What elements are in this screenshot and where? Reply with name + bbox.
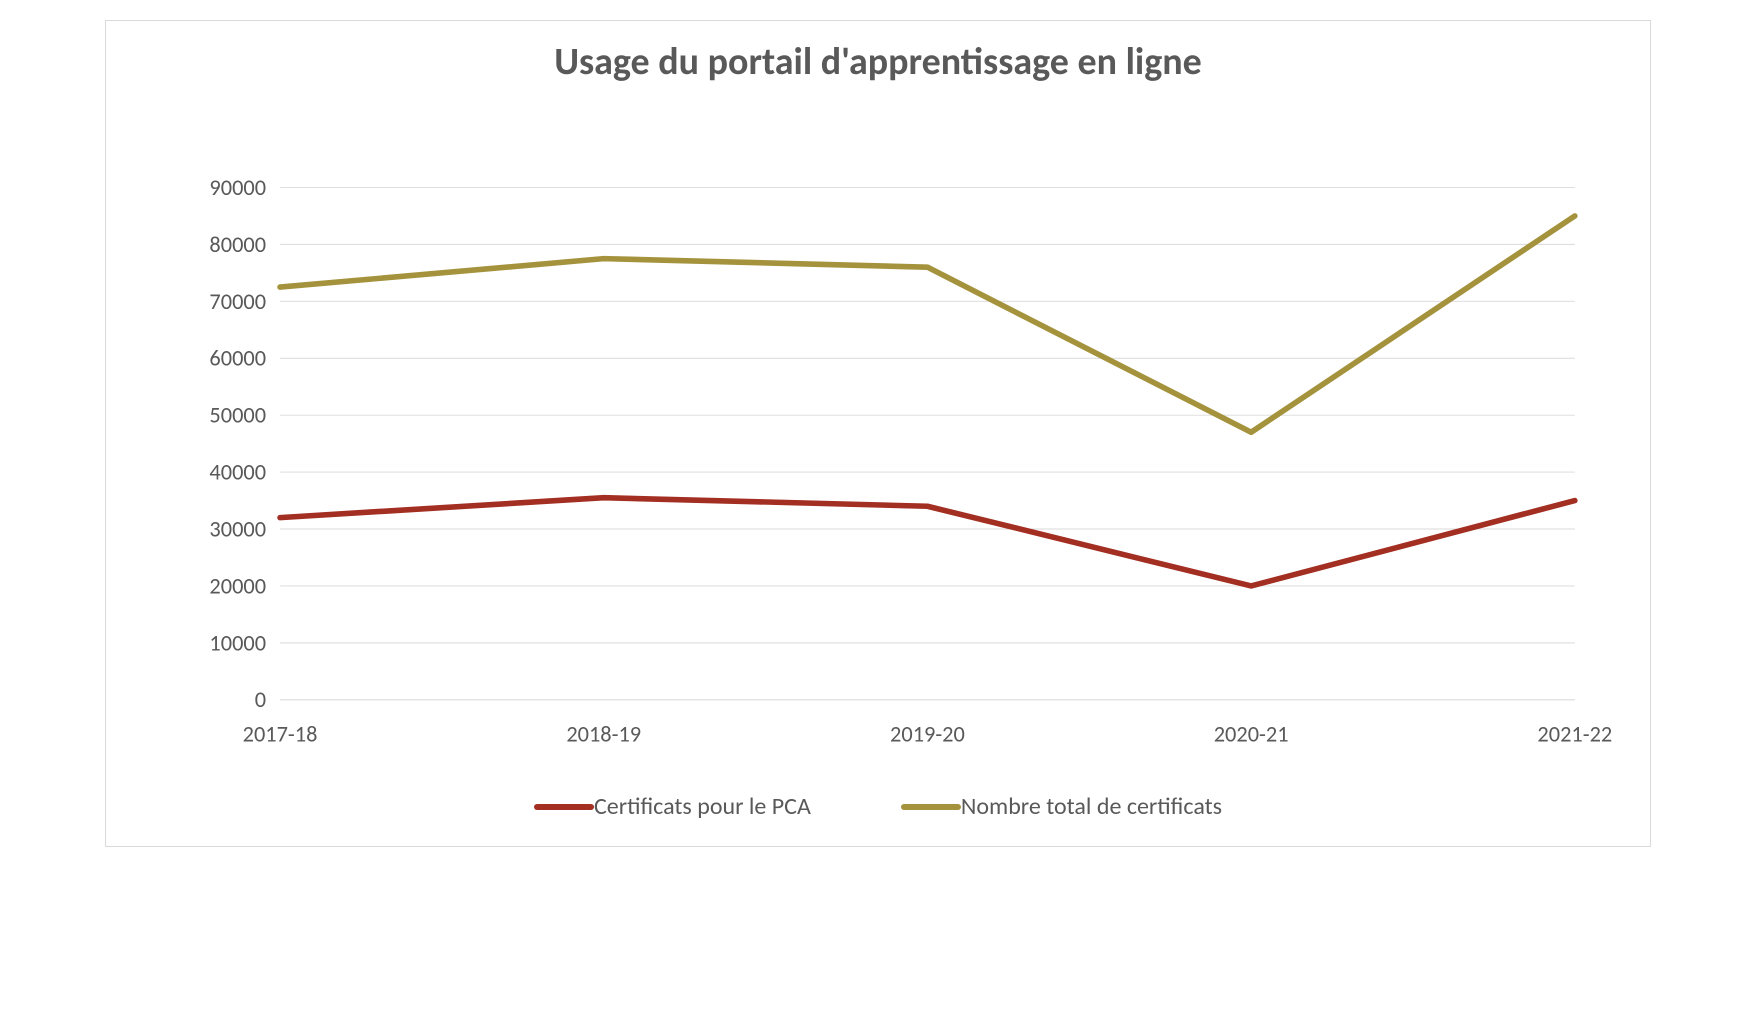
svg-text:40000: 40000 bbox=[209, 460, 266, 487]
legend: Certificats pour le PCA Nombre total de … bbox=[106, 792, 1650, 821]
chart-card: Usage du portail d'apprentissage en lign… bbox=[105, 20, 1651, 847]
svg-text:50000: 50000 bbox=[209, 403, 266, 430]
svg-text:20000: 20000 bbox=[209, 573, 266, 600]
legend-item-0: Certificats pour le PCA bbox=[534, 792, 811, 821]
legend-item-1: Nombre total de certificats bbox=[901, 792, 1222, 821]
svg-text:2017-18: 2017-18 bbox=[243, 722, 318, 749]
svg-text:0: 0 bbox=[255, 687, 266, 714]
legend-label-0: Certificats pour le PCA bbox=[594, 792, 811, 821]
legend-swatch-0 bbox=[534, 804, 594, 810]
svg-text:2018-19: 2018-19 bbox=[566, 722, 641, 749]
line-chart: 0 10000 20000 30000 40000 50000 60000 70000 8000… bbox=[106, 85, 1652, 765]
chart-title: Usage du portail d'apprentissage en lign… bbox=[106, 21, 1650, 85]
svg-text:90000: 90000 bbox=[209, 175, 266, 202]
svg-text:70000: 70000 bbox=[209, 289, 266, 316]
svg-text:10000: 10000 bbox=[209, 630, 266, 657]
svg-text:30000: 30000 bbox=[209, 516, 266, 543]
series-line-1 bbox=[280, 216, 1575, 432]
svg-text:2019-20: 2019-20 bbox=[890, 722, 965, 749]
legend-label-1: Nombre total de certificats bbox=[961, 792, 1222, 821]
legend-swatch-1 bbox=[901, 804, 961, 810]
svg-text:2021-22: 2021-22 bbox=[1537, 722, 1612, 749]
svg-text:80000: 80000 bbox=[209, 232, 266, 259]
svg-text:60000: 60000 bbox=[209, 346, 266, 373]
svg-text:2020-21: 2020-21 bbox=[1214, 722, 1289, 749]
series-line-0 bbox=[280, 498, 1575, 586]
